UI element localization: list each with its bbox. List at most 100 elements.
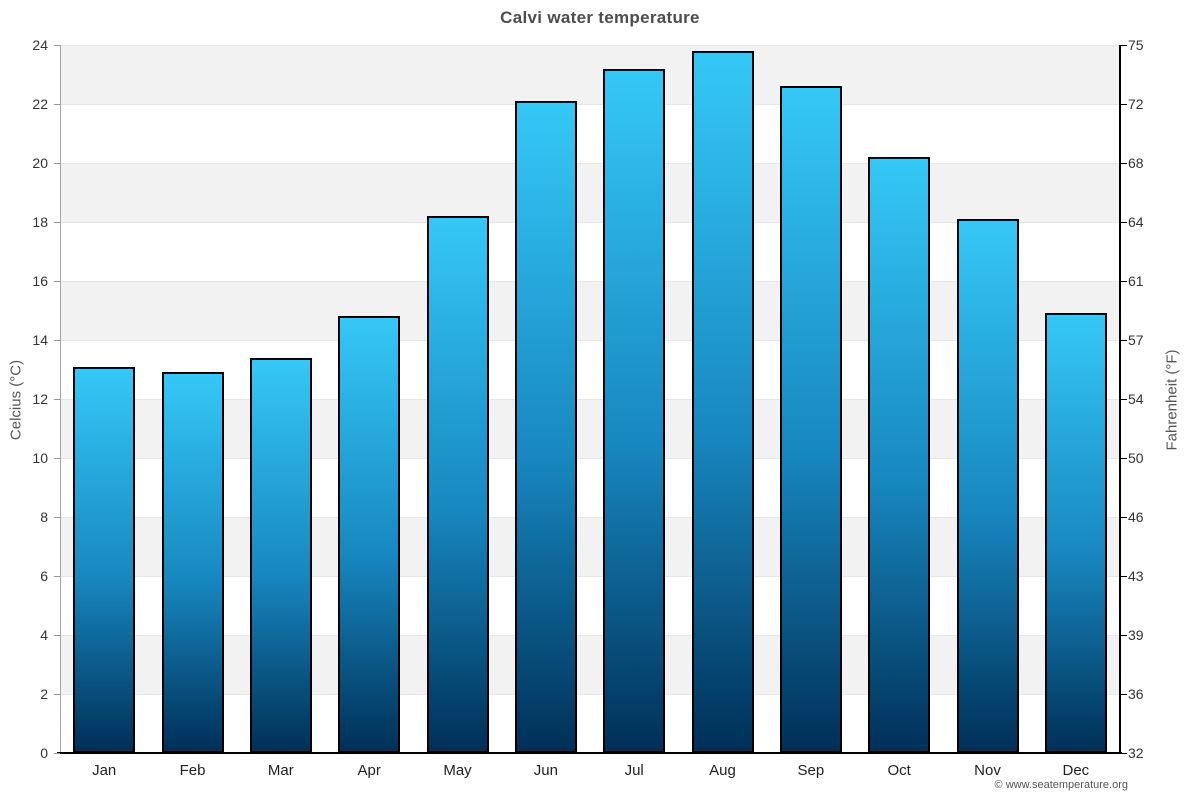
celsius-tick-mark [54, 635, 60, 636]
gridline [60, 635, 1120, 636]
x-axis-line [57, 752, 1122, 754]
fahrenheit-tick-mark [1121, 694, 1127, 695]
grid-band [60, 517, 1120, 576]
fahrenheit-tick-label: 46 [1128, 509, 1144, 525]
bar-aug[interactable] [692, 51, 754, 753]
celsius-tick-label: 24 [32, 37, 48, 53]
bar-jun[interactable] [515, 101, 577, 753]
celsius-tick-label: 4 [40, 627, 48, 643]
bar-feb[interactable] [162, 372, 224, 753]
fahrenheit-tick-label: 72 [1128, 96, 1144, 112]
celsius-tick-mark [54, 576, 60, 577]
celsius-tick-label: 18 [32, 214, 48, 230]
fahrenheit-tick-mark [1121, 340, 1127, 341]
fahrenheit-tick-mark [1121, 458, 1127, 459]
x-tick-label-jul: Jul [624, 762, 644, 779]
bar-oct[interactable] [868, 157, 930, 753]
x-tick-label-sep: Sep [797, 762, 825, 779]
fahrenheit-tick-label: 32 [1128, 745, 1144, 761]
x-tick-label-may: May [443, 762, 472, 779]
x-tick-label-aug: Aug [709, 762, 736, 779]
celsius-tick-mark [54, 517, 60, 518]
celsius-tick-label: 0 [40, 745, 48, 761]
fahrenheit-tick-mark [1121, 576, 1127, 577]
fahrenheit-tick-label: 61 [1128, 273, 1144, 289]
fahrenheit-tick-mark [1121, 281, 1127, 282]
fahrenheit-tick-label: 64 [1128, 214, 1144, 230]
fahrenheit-tick-label: 57 [1128, 332, 1144, 348]
fahrenheit-tick-mark [1121, 104, 1127, 105]
celsius-tick-label: 6 [40, 568, 48, 584]
celsius-tick-mark [54, 222, 60, 223]
fahrenheit-tick-label: 39 [1128, 627, 1144, 643]
celsius-tick-mark [54, 340, 60, 341]
gridline [60, 399, 1120, 400]
fahrenheit-tick-mark [1121, 163, 1127, 164]
grid-band [60, 163, 1120, 222]
gridline [60, 45, 1120, 46]
gridline [60, 458, 1120, 459]
plot-area [60, 45, 1120, 753]
fahrenheit-tick-label: 75 [1128, 37, 1144, 53]
right-axis-line [1119, 45, 1121, 753]
fahrenheit-tick-mark [1121, 753, 1127, 754]
x-tick-label-oct: Oct [887, 762, 911, 779]
x-tick-label-apr: Apr [357, 762, 381, 779]
celsius-tick-label: 16 [32, 273, 48, 289]
celsius-tick-mark [54, 45, 60, 46]
grid-band [60, 45, 1120, 104]
grid-band [60, 281, 1120, 340]
fahrenheit-tick-label: 36 [1128, 686, 1144, 702]
gridline [60, 163, 1120, 164]
gridline [60, 281, 1120, 282]
fahrenheit-tick-mark [1121, 517, 1127, 518]
fahrenheit-tick-mark [1121, 45, 1127, 46]
celsius-tick-mark [54, 163, 60, 164]
gridline [60, 517, 1120, 518]
celsius-tick-mark [54, 753, 60, 754]
bar-nov[interactable] [957, 219, 1019, 753]
celsius-tick-label: 14 [32, 332, 48, 348]
fahrenheit-tick-label: 68 [1128, 155, 1144, 171]
fahrenheit-tick-label: 54 [1128, 391, 1144, 407]
celsius-tick-mark [54, 399, 60, 400]
bar-apr[interactable] [338, 316, 400, 753]
fahrenheit-tick-mark [1121, 399, 1127, 400]
bar-dec[interactable] [1045, 313, 1107, 753]
y-axis-title-celsius: Celcius (°C) [7, 359, 25, 441]
x-tick-label-nov: Nov [974, 762, 1001, 779]
bar-jul[interactable] [603, 69, 665, 753]
bar-jan[interactable] [73, 367, 135, 753]
gridline [60, 340, 1120, 341]
y-axis-title-fahrenheit: Fahrenheit (°F) [1163, 349, 1181, 451]
celsius-tick-label: 2 [40, 686, 48, 702]
fahrenheit-tick-mark [1121, 222, 1127, 223]
bar-mar[interactable] [250, 358, 312, 753]
grid-band [60, 399, 1120, 458]
left-axis-line [60, 45, 61, 753]
x-tick-label-dec: Dec [1062, 762, 1090, 779]
bar-may[interactable] [427, 216, 489, 753]
celsius-tick-mark [54, 694, 60, 695]
x-tick-label-jun: Jun [533, 762, 558, 779]
x-tick-label-mar: Mar [267, 762, 294, 779]
celsius-tick-label: 8 [40, 509, 48, 525]
grid-band [60, 635, 1120, 694]
celsius-tick-mark [54, 104, 60, 105]
celsius-tick-label: 12 [32, 391, 48, 407]
fahrenheit-tick-label: 50 [1128, 450, 1144, 466]
chart-title: Calvi water temperature [500, 8, 700, 27]
fahrenheit-tick-label: 43 [1128, 568, 1144, 584]
gridline [60, 222, 1120, 223]
copyright-credit: © www.seatemperature.org [994, 779, 1128, 791]
celsius-tick-label: 22 [32, 96, 48, 112]
x-tick-label-feb: Feb [179, 762, 206, 779]
bar-sep[interactable] [780, 86, 842, 753]
celsius-tick-label: 10 [32, 450, 48, 466]
gridline [60, 694, 1120, 695]
fahrenheit-tick-mark [1121, 635, 1127, 636]
x-tick-label-jan: Jan [92, 762, 117, 779]
celsius-tick-label: 20 [32, 155, 48, 171]
gridline [60, 104, 1120, 105]
